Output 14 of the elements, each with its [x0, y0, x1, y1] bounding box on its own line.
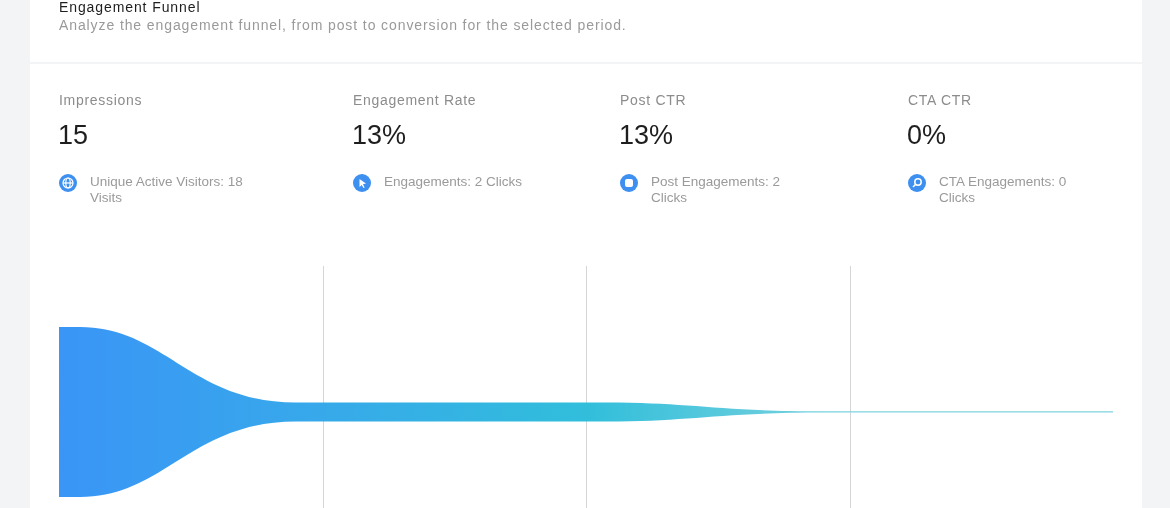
category-label: Impressions — [59, 91, 143, 109]
text: 13% — [352, 119, 407, 151]
category-label: CTA CTR — [908, 91, 972, 109]
data-label: Unique Active Visitors: 18 Visits — [90, 174, 244, 206]
data-label: Post Engagements: 2 Clicks — [651, 174, 782, 206]
text: 13% — [619, 119, 674, 151]
category-label: Post CTR — [620, 91, 687, 109]
text: Analyze the engagement funnel, from post to conversion for the selected period. — [59, 17, 627, 34]
data-label: CTA Engagements: 0 Clicks — [939, 174, 1068, 206]
category-label: Engagement Rate — [353, 91, 477, 109]
text: Engagement Funnel — [59, 0, 201, 16]
text: 15 — [58, 119, 89, 151]
text: 0% — [907, 119, 947, 151]
data-label: Engagements: 2 Clicks — [384, 174, 524, 190]
